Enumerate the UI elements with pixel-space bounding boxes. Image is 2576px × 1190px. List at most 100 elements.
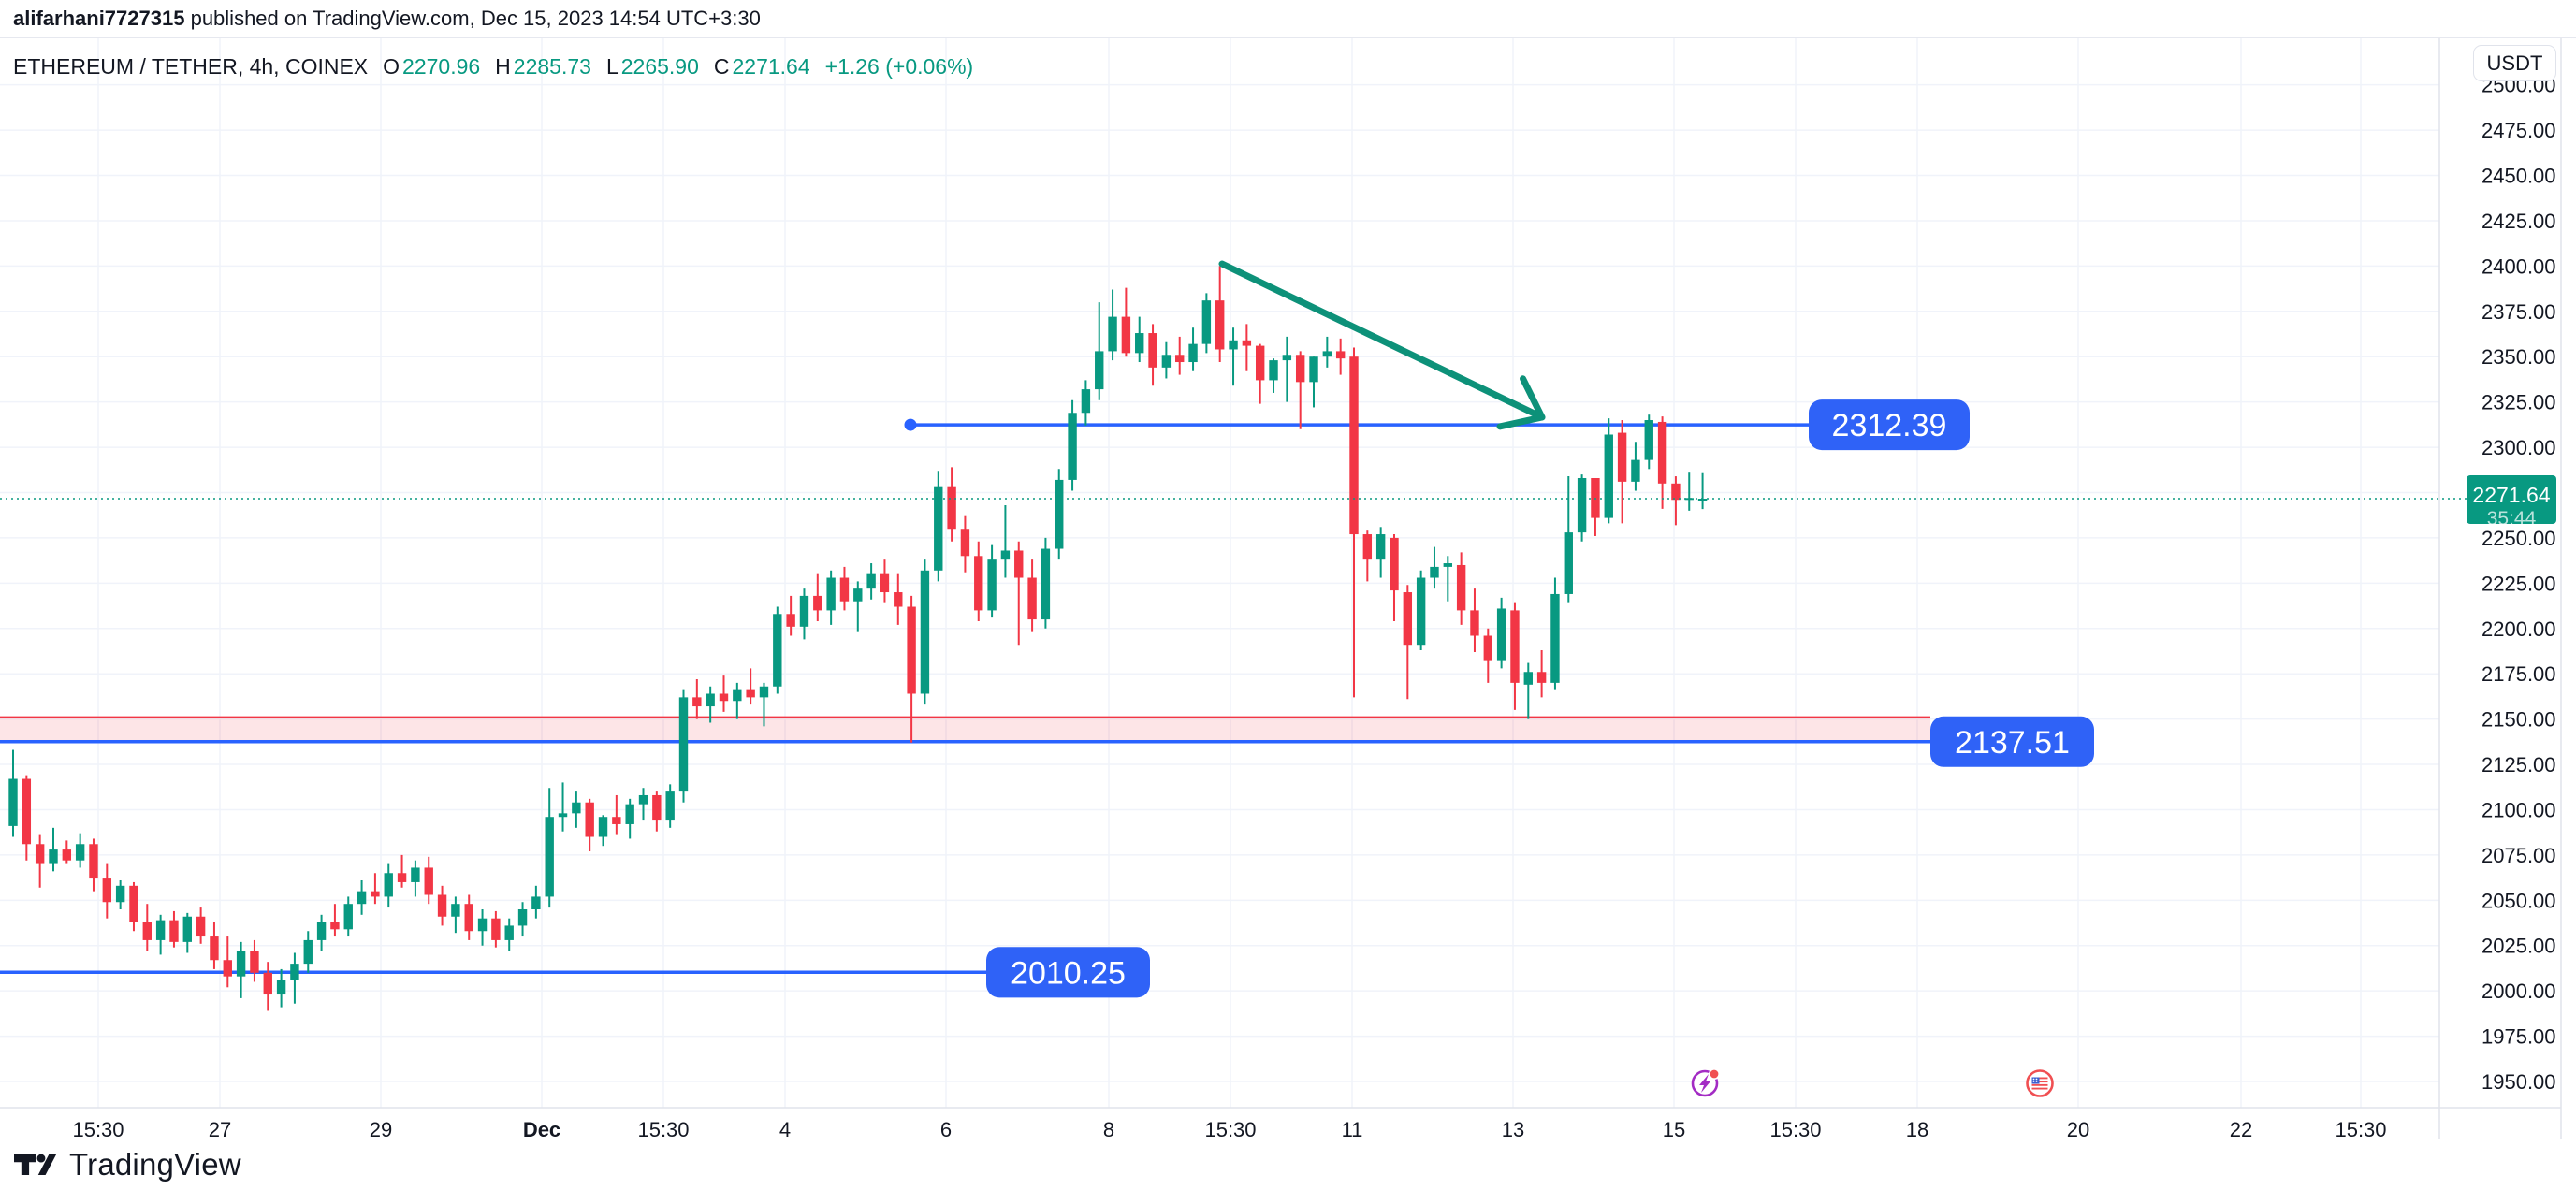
price-axis-label[interactable]: 2425.00 <box>2481 210 2556 233</box>
candle-body <box>1631 459 1640 482</box>
price-axis-label[interactable]: 1950.00 <box>2481 1070 2556 1094</box>
candle-body <box>1295 355 1305 383</box>
candle-body <box>1215 300 1225 350</box>
candle-body <box>343 904 353 930</box>
time-axis-label[interactable]: 18 <box>1906 1118 1928 1139</box>
level-anchor-dot[interactable] <box>904 418 917 431</box>
candle-body <box>1335 351 1346 359</box>
time-axis-label[interactable]: 15:30 <box>1204 1118 1256 1139</box>
us-flag-event-icon[interactable] <box>2026 1069 2054 1097</box>
time-axis-label[interactable]: 15 <box>1663 1118 1685 1139</box>
time-axis-label[interactable]: 11 <box>1342 1118 1363 1139</box>
ohlc-close: C 2271.64 <box>714 54 810 80</box>
price-axis-label[interactable]: 2200.00 <box>2481 617 2556 641</box>
time-axis-label[interactable]: 15:30 <box>2335 1118 2386 1139</box>
price-axis-label[interactable]: 2300.00 <box>2481 436 2556 459</box>
price-axis-label[interactable]: 2375.00 <box>2481 300 2556 324</box>
price-axis-label[interactable]: 2100.00 <box>2481 798 2556 821</box>
candle-body <box>89 844 98 879</box>
candle-body <box>1055 479 1064 549</box>
ohlc-high: H 2285.73 <box>495 54 591 80</box>
candle-body <box>1550 593 1560 683</box>
candle-body <box>1068 413 1077 480</box>
low-value: 2265.90 <box>620 54 699 79</box>
price-axis-label[interactable]: 2250.00 <box>2481 527 2556 550</box>
candle-body <box>1000 550 1011 560</box>
candle-body <box>638 794 648 805</box>
time-axis-label[interactable]: 13 <box>1502 1118 1524 1139</box>
price-level-label-box[interactable] <box>1809 399 1970 451</box>
time-axis-label[interactable]: 15:30 <box>637 1118 689 1139</box>
price-axis-label[interactable]: 2150.00 <box>2481 708 2556 732</box>
candle-body <box>1135 333 1144 354</box>
flag-stripe <box>2031 1087 2048 1090</box>
notification-dot <box>1709 1068 1721 1081</box>
price-axis-label[interactable]: 2400.00 <box>2481 254 2556 278</box>
time-axis-label[interactable]: 4 <box>779 1118 791 1139</box>
symbol-title[interactable]: ETHEREUM / TETHER, 4h, COINEX <box>13 54 369 79</box>
candle-body <box>22 778 32 845</box>
current-price-tag[interactable] <box>2467 475 2556 524</box>
price-axis-label[interactable]: 2225.00 <box>2481 572 2556 595</box>
candle-body <box>424 867 433 895</box>
tradingview-brand-text[interactable]: TradingView <box>69 1147 241 1182</box>
candle-body <box>1161 355 1172 368</box>
candle-body <box>1470 610 1479 636</box>
candle-body <box>129 885 138 922</box>
candle-body <box>290 964 299 980</box>
price-axis-label[interactable]: 2475.00 <box>2481 119 2556 142</box>
candle-body <box>1510 610 1520 683</box>
ohlc-low: L 2265.90 <box>606 54 699 80</box>
candle-body <box>1443 563 1453 567</box>
time-axis-label[interactable]: 29 <box>370 1118 392 1139</box>
time-axis-label[interactable]: 22 <box>2230 1118 2252 1139</box>
price-axis-label[interactable]: 1975.00 <box>2481 1025 2556 1049</box>
time-axis-label[interactable]: 27 <box>209 1118 231 1139</box>
time-axis-label[interactable]: 20 <box>2067 1118 2089 1139</box>
trend-arrow-shaft[interactable] <box>1218 260 1546 421</box>
price-axis-label[interactable]: 2075.00 <box>2481 844 2556 867</box>
candle-body <box>169 920 179 942</box>
price-axis-label[interactable]: 2025.00 <box>2481 935 2556 958</box>
candle-body <box>799 595 809 627</box>
currency-toggle-button[interactable]: USDT <box>2473 45 2556 81</box>
candle-body <box>371 891 380 897</box>
time-axis-label[interactable]: 6 <box>940 1118 952 1139</box>
price-level-label-box[interactable] <box>986 947 1150 998</box>
price-axis-label[interactable]: 2050.00 <box>2481 889 2556 912</box>
chart-area: 2312.39 2137.51 2010.25 2500.00 2475.00 2450.… <box>0 38 2576 1139</box>
high-value: 2285.73 <box>513 54 591 79</box>
price-axis-label[interactable]: 2125.00 <box>2481 753 2556 776</box>
price-axis-label[interactable]: 2350.00 <box>2481 345 2556 369</box>
time-axis-label[interactable]: 15:30 <box>1769 1118 1821 1139</box>
candle-body <box>35 844 45 864</box>
candle-body <box>786 614 795 627</box>
lightning-event-icon[interactable] <box>1691 1068 1721 1097</box>
candle-body <box>1014 550 1024 578</box>
price-axis-label[interactable]: 2000.00 <box>2481 980 2556 1003</box>
flag-canton <box>2031 1077 2040 1084</box>
price-axis-label[interactable]: 2325.00 <box>2481 391 2556 414</box>
price-axis-label[interactable]: 2450.00 <box>2481 165 2556 188</box>
price-level-label-box[interactable] <box>1930 716 2094 767</box>
price-level-label-text: 2010.25 <box>1011 955 1126 991</box>
chart-canvas[interactable]: 2312.392137.512010.252500.002475.002450.… <box>0 38 2576 1139</box>
candle-body <box>1041 548 1051 620</box>
candle-body <box>907 606 916 694</box>
tradingview-logo-icon[interactable] <box>14 1151 57 1179</box>
candle-body <box>330 922 340 930</box>
candle-body <box>223 960 232 977</box>
candle-body <box>1188 343 1198 363</box>
candle-body <box>1229 340 1238 350</box>
time-axis-label[interactable]: Dec <box>523 1118 560 1139</box>
supply-zone[interactable] <box>0 717 1930 742</box>
time-axis-label[interactable]: 15:30 <box>72 1118 124 1139</box>
candle-body <box>1536 672 1547 683</box>
price-axis-label[interactable]: 2175.00 <box>2481 662 2556 686</box>
candle-body <box>1375 534 1386 560</box>
candle-body <box>1242 340 1252 346</box>
candle-body <box>1430 566 1439 578</box>
candle-body <box>464 904 473 932</box>
flag-stripe <box>2031 1081 2048 1083</box>
time-axis-label[interactable]: 8 <box>1103 1118 1114 1139</box>
